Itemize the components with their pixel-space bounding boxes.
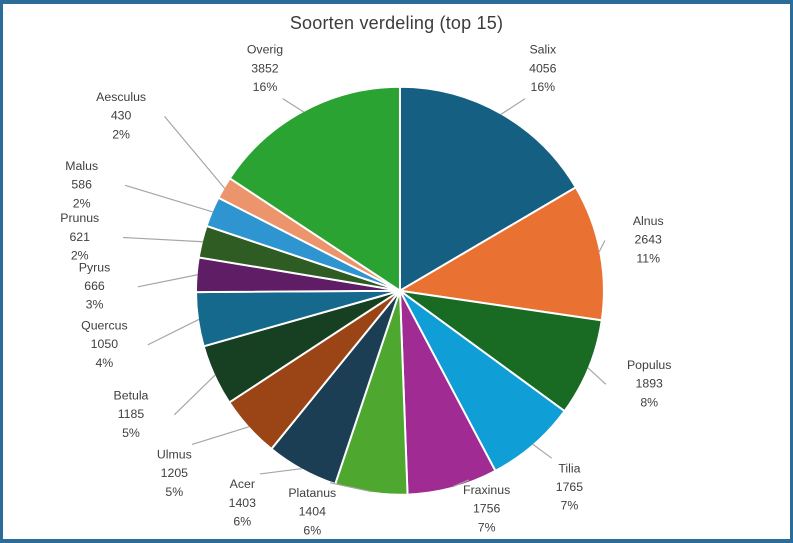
pie-label-ulmus-value: 1205 xyxy=(161,466,189,480)
pie-label-tilia-value: 1765 xyxy=(556,480,584,494)
leader-line-quercus xyxy=(147,318,200,346)
pie-label-prunus-value: 621 xyxy=(69,230,90,244)
pie-label-fraxinus-percent: 7% xyxy=(478,520,496,534)
leader-line-betula xyxy=(173,374,216,416)
pie-label-quercus-value: 1050 xyxy=(91,337,119,351)
pie-label-populus-value: 1893 xyxy=(636,377,664,391)
pie-label-alnus-name: Alnus xyxy=(633,214,664,228)
pie-label-fraxinus-value: 1756 xyxy=(473,502,501,516)
pie-label-betula-value: 1185 xyxy=(118,407,145,421)
pie-label-populus-name: Populus xyxy=(627,358,671,372)
pie-label-ulmus-name: Ulmus xyxy=(157,448,192,462)
pie-label-overig-value: 3852 xyxy=(251,61,279,75)
pie-label-overig-percent: 16% xyxy=(253,80,278,94)
pie-label-acer-name: Acer xyxy=(230,477,255,491)
leader-line-overig xyxy=(282,98,305,113)
pie-label-overig-name: Overig xyxy=(247,43,283,57)
pie-label-salix-name: Salix xyxy=(529,43,557,57)
leader-line-alnus xyxy=(598,240,606,253)
leader-line-platanus xyxy=(329,482,372,493)
leader-line-tilia xyxy=(532,443,553,459)
pie-label-fraxinus-name: Fraxinus xyxy=(463,483,510,497)
pie-label-tilia-percent: 7% xyxy=(561,499,579,513)
pie-label-platanus-name: Platanus xyxy=(288,486,336,500)
leader-line-pyrus xyxy=(137,274,198,288)
pie-label-betula-percent: 5% xyxy=(122,426,140,440)
pie-label-malus-value: 586 xyxy=(71,178,92,192)
leader-line-salix xyxy=(500,98,526,116)
pie-label-aesculus-percent: 2% xyxy=(112,127,130,141)
pie-label-salix-percent: 16% xyxy=(530,80,555,94)
pie-label-betula-name: Betula xyxy=(114,388,149,402)
pie-label-ulmus-percent: 5% xyxy=(165,485,183,499)
pie-label-aesculus-name: Aesculus xyxy=(96,90,146,104)
leader-line-aesculus xyxy=(164,115,226,189)
pie-label-acer-value: 1403 xyxy=(229,496,257,510)
leader-line-acer xyxy=(259,467,303,475)
leader-line-ulmus xyxy=(191,426,250,445)
pie-label-quercus-percent: 4% xyxy=(95,356,113,370)
pie-label-alnus-percent: 11% xyxy=(636,251,660,265)
pie-chart-svg: Salix 4056 16% Alnus 2643 11% Populus 1893 8% Til… xyxy=(60,43,671,538)
pie-label-prunus-name: Prunus xyxy=(60,211,99,225)
pie-label-pyrus-name: Pyrus xyxy=(79,260,110,274)
pie-label-malus-percent: 2% xyxy=(73,196,91,210)
leader-line-fraxinus xyxy=(452,479,470,488)
pie-slice-alnus[interactable] xyxy=(398,186,605,322)
pie-label-quercus-name: Quercus xyxy=(81,318,127,332)
chart-title: Soorten verdeling (top 15) xyxy=(289,13,504,33)
leader-line-malus xyxy=(124,184,214,213)
pie-label-populus-percent: 8% xyxy=(640,395,658,409)
leader-line-prunus xyxy=(123,236,204,243)
pie-label-pyrus-value: 666 xyxy=(84,279,105,293)
pie-label-aesculus-value: 430 xyxy=(111,109,132,123)
pie-label-pyrus-percent: 3% xyxy=(86,298,104,312)
pie-label-acer-percent: 6% xyxy=(233,515,251,529)
pie-label-prunus-percent: 2% xyxy=(71,248,89,262)
pie-label-platanus-percent: 6% xyxy=(303,523,321,537)
pie-label-platanus-value: 1404 xyxy=(299,505,327,519)
pie-label-tilia-name: Tilia xyxy=(558,461,580,475)
pie-label-alnus-value: 2643 xyxy=(635,233,663,247)
leader-line-populus xyxy=(587,367,607,385)
pie-label-malus-name: Malus xyxy=(65,159,98,173)
pie-label-salix-value: 4056 xyxy=(529,61,557,75)
